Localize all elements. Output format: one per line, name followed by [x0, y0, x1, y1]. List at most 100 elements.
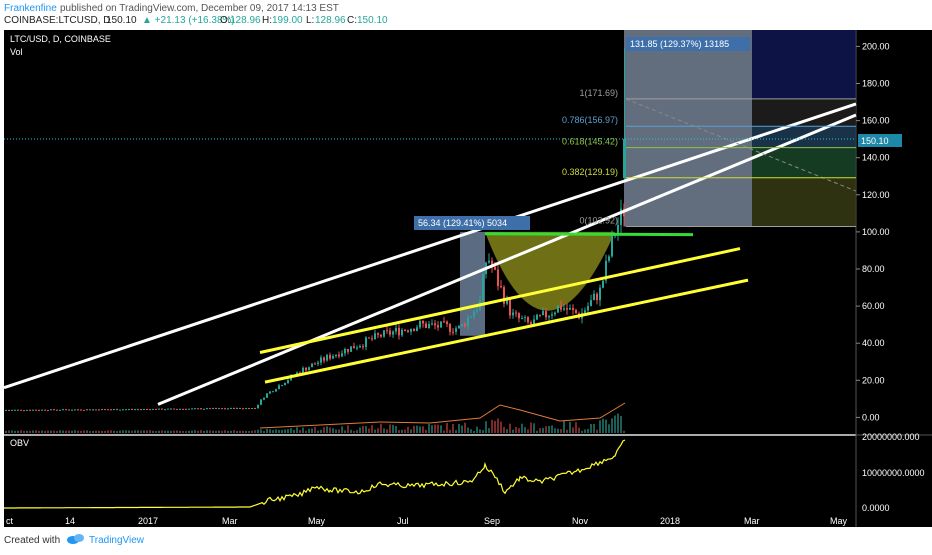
candle-body: [32, 409, 34, 411]
volume-bar: [392, 424, 394, 433]
candle-body: [389, 330, 391, 335]
volume-bar: [8, 430, 10, 433]
tradingview-brand[interactable]: TradingView: [89, 535, 145, 546]
candle-body: [554, 312, 556, 315]
volume-bar: [242, 430, 244, 433]
candle-body: [545, 311, 547, 318]
volume-bar: [134, 430, 136, 433]
candle-body: [491, 260, 493, 267]
volume-bar: [335, 429, 337, 433]
volume-bar: [29, 430, 31, 433]
volume-bar: [263, 430, 265, 433]
volume-bar: [98, 430, 100, 433]
cup-pattern: [485, 231, 615, 311]
candle-body: [356, 347, 358, 349]
measure-small-rect: [460, 231, 485, 336]
volume-bar: [146, 430, 148, 433]
volume-bar: [101, 430, 103, 433]
volume-bar: [605, 419, 607, 433]
obv-axis-label: 0.0000: [862, 503, 890, 513]
price-candles: [5, 48, 626, 412]
candle-body: [473, 311, 475, 317]
volume-bar: [608, 424, 610, 433]
candle-body: [323, 357, 325, 361]
candle-body: [602, 280, 604, 288]
candle-body: [620, 208, 622, 225]
volume-bar: [473, 430, 475, 433]
volume-bar: [404, 429, 406, 433]
candle-body: [308, 367, 310, 371]
volume-bar: [203, 430, 205, 433]
candle-body: [440, 321, 442, 328]
candle-body: [86, 409, 88, 411]
volume-bar: [53, 430, 55, 433]
volume-bar: [587, 428, 589, 433]
candle-body: [275, 389, 277, 392]
candle-body: [416, 327, 418, 332]
candle-body: [338, 354, 340, 357]
candle-body: [143, 408, 145, 410]
volume-bar: [317, 430, 319, 433]
volume-bar: [467, 427, 469, 433]
candle-body: [206, 408, 208, 410]
volume-bar: [119, 430, 121, 433]
candle-body: [38, 409, 40, 411]
candle-body: [584, 310, 586, 313]
volume-bar: [395, 426, 397, 433]
volume-bar: [284, 429, 286, 433]
candle-body: [515, 312, 517, 314]
candle-body: [539, 314, 541, 316]
volume-bar: [59, 430, 61, 433]
candle-body: [239, 407, 241, 409]
volume-bar: [35, 430, 37, 433]
candle-body: [92, 409, 94, 411]
candle-body: [377, 333, 379, 335]
header-bar: [0, 0, 932, 27]
candle-body: [386, 330, 388, 332]
volume-bar: [200, 430, 202, 433]
neckline: [484, 232, 694, 237]
candle-body: [146, 408, 148, 410]
volume-bar: [50, 430, 52, 433]
volume-bar: [446, 422, 448, 433]
volume-bar: [275, 429, 277, 433]
candle-body: [488, 260, 490, 263]
fib-label: 0.786(156.97): [562, 115, 618, 125]
volume-bar: [5, 430, 7, 433]
fib-label: 0.618(145.42): [562, 137, 618, 147]
ticker-symbol: COINBASE:LTCUSD, D: [4, 15, 111, 26]
candle-body: [431, 323, 433, 325]
volume-bar: [398, 430, 400, 433]
volume-bar: [224, 430, 226, 433]
volume-bar: [227, 430, 229, 433]
candle-body: [233, 407, 235, 409]
candle-body: [131, 409, 133, 411]
candle-body: [341, 353, 343, 357]
volume-bar: [131, 430, 133, 433]
author-link[interactable]: Frankenfine: [4, 3, 57, 14]
volume-bar: [578, 427, 580, 433]
volume-bar: [197, 430, 199, 433]
volume-bar: [218, 430, 220, 433]
volume-bar: [545, 426, 547, 433]
volume-bar: [323, 427, 325, 433]
volume-bar: [41, 430, 43, 433]
candle-body: [62, 409, 64, 411]
volume-bar: [332, 428, 334, 433]
volume-bar: [500, 421, 502, 433]
candle-body: [512, 312, 514, 316]
footer-bar: [0, 528, 932, 550]
volume-bar: [245, 430, 247, 433]
candle-body: [449, 324, 451, 332]
volume-bar: [86, 430, 88, 433]
candle-body: [347, 348, 349, 352]
candle-body: [50, 409, 52, 411]
candle-body: [227, 408, 229, 410]
close-label: C:: [347, 15, 357, 26]
volume-bar: [548, 426, 550, 433]
volume-bar: [488, 428, 490, 433]
volume-bar: [464, 422, 466, 433]
candle-body: [392, 331, 394, 335]
volume-bar: [206, 430, 208, 433]
volume-bar: [494, 420, 496, 433]
